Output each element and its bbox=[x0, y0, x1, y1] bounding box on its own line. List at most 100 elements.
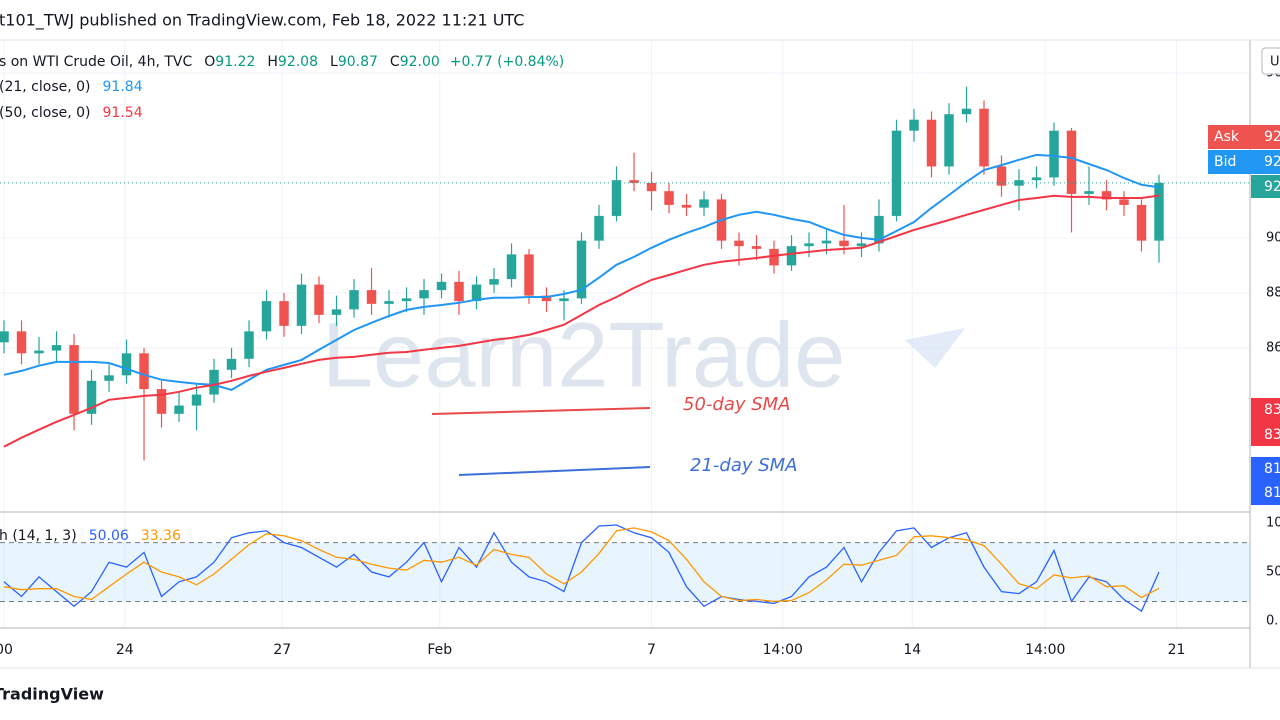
candle-body bbox=[664, 191, 674, 205]
candle-body bbox=[874, 215, 884, 244]
candle-body bbox=[541, 295, 552, 302]
stoch-value: 50.06 bbox=[89, 528, 129, 544]
symbol-legend: s on WTI Crude Oil, 4h, TVC O91.22 H92.08 L… bbox=[0, 54, 564, 70]
candle-body bbox=[961, 108, 972, 115]
candle-body bbox=[1084, 191, 1094, 194]
sma-line bbox=[3, 194, 1160, 448]
candle-body bbox=[699, 199, 709, 208]
ohlc-value: 90.87 bbox=[338, 54, 378, 70]
candle-body bbox=[296, 284, 307, 326]
x-tick-label: 00 bbox=[0, 642, 13, 658]
stoch-tick-label: 50 bbox=[1266, 565, 1280, 580]
candle-body bbox=[279, 301, 289, 326]
stoch-line bbox=[3, 524, 1160, 613]
candle-body bbox=[384, 301, 394, 304]
candle-body bbox=[1136, 204, 1147, 241]
candle-body bbox=[349, 290, 359, 310]
ohlc-value: 92.00 bbox=[400, 54, 440, 70]
candle-body bbox=[681, 204, 692, 208]
sma50-tag: 83 bbox=[1264, 402, 1280, 418]
ohlc-key: O bbox=[204, 54, 215, 70]
candle-body bbox=[261, 301, 272, 332]
sma21-tag: 81 bbox=[1264, 461, 1280, 477]
brand: TradingView bbox=[0, 685, 104, 704]
watermark-arrow bbox=[905, 328, 965, 368]
stoch-legend: h (14, 1, 3) 50.06 33.36 bbox=[0, 528, 181, 544]
candle-body bbox=[16, 331, 27, 354]
candle-body bbox=[244, 331, 254, 359]
candle-body bbox=[454, 281, 464, 302]
x-tick-label: 27 bbox=[273, 642, 291, 658]
sma-line bbox=[3, 153, 1160, 391]
candle-body bbox=[944, 114, 954, 167]
candle-body bbox=[1031, 177, 1042, 181]
price-tag-bg bbox=[1251, 175, 1280, 198]
x-tick-label: 24 bbox=[116, 642, 134, 658]
candle-body bbox=[576, 240, 587, 299]
candle-body bbox=[1154, 182, 1164, 241]
candle-body bbox=[69, 345, 79, 414]
x-tick-label: 21 bbox=[1168, 642, 1186, 658]
candle-body bbox=[506, 254, 517, 280]
candle-body bbox=[1049, 130, 1059, 178]
candle-body bbox=[1119, 199, 1129, 205]
ask-value: 92 bbox=[1264, 129, 1280, 145]
sma-name: (21, close, 0) bbox=[0, 79, 91, 95]
candle-body bbox=[769, 248, 779, 266]
publisher-line: t101_TWJ published on TradingView.com, F… bbox=[0, 11, 524, 31]
ohlc-value: 92.08 bbox=[278, 54, 318, 70]
candle-body bbox=[401, 298, 412, 302]
candle-body bbox=[366, 290, 377, 304]
candle-body bbox=[104, 375, 114, 381]
annotation-line bbox=[458, 466, 651, 476]
annotation: 50-day SMA bbox=[683, 394, 791, 415]
stoch-tick-label: 0. bbox=[1266, 614, 1278, 629]
y-tick-label: 86 bbox=[1266, 340, 1280, 355]
candle-body bbox=[926, 119, 937, 167]
candle-body bbox=[51, 345, 62, 351]
candle-body bbox=[1066, 130, 1077, 194]
candle-body bbox=[489, 279, 499, 285]
bid-label: Bid bbox=[1214, 154, 1236, 170]
candle-body bbox=[559, 298, 569, 302]
candle-body bbox=[996, 166, 1007, 186]
y-tick-label: 90 bbox=[1266, 230, 1280, 245]
candle-body bbox=[646, 182, 657, 192]
symbol: s on WTI Crude Oil, 4h, TVC bbox=[0, 54, 192, 70]
stoch-value: 33.36 bbox=[141, 528, 181, 544]
candle-body bbox=[209, 369, 219, 395]
candle-body bbox=[314, 284, 324, 315]
candle-body bbox=[1101, 191, 1112, 200]
candle-body bbox=[909, 119, 919, 131]
x-tick-label: Feb bbox=[427, 642, 452, 658]
ohlc-key: L bbox=[330, 54, 338, 70]
candle-body bbox=[174, 405, 184, 414]
stoch-pane: h (14, 1, 3) 50.06 33.36 bbox=[0, 524, 1250, 613]
price-pane: 50-day SMA 21-day SMA s on WTI Crude Oil, … bbox=[0, 54, 1250, 476]
sma-name: (50, close, 0) bbox=[0, 105, 91, 121]
candle-body bbox=[786, 246, 797, 266]
candle-body bbox=[734, 240, 744, 247]
candle-body bbox=[331, 309, 342, 315]
stoch-band bbox=[0, 542, 1250, 602]
price-tag-bg bbox=[1208, 125, 1280, 149]
change: +0.77 (+0.84%) bbox=[450, 54, 564, 70]
watermark-group: Learn2Trade bbox=[322, 304, 965, 406]
candle-body bbox=[139, 353, 149, 390]
scale-button-label: U bbox=[1270, 55, 1280, 70]
annotation-line bbox=[431, 407, 651, 415]
bid-value: 92 bbox=[1264, 154, 1280, 170]
price-tag-bg bbox=[1251, 398, 1280, 446]
candle-body bbox=[611, 180, 622, 216]
sma-value: 91.84 bbox=[103, 79, 143, 95]
x-tick-label: 14:00 bbox=[763, 642, 803, 658]
x-tick-label: 7 bbox=[647, 642, 656, 658]
candle-body bbox=[191, 394, 202, 406]
ohlc-value: 91.22 bbox=[215, 54, 255, 70]
ohlc-key: H bbox=[267, 54, 278, 70]
candle-body bbox=[0, 331, 9, 343]
candle-body bbox=[226, 358, 237, 370]
x-tick-label: 14:00 bbox=[1025, 642, 1065, 658]
candle-body bbox=[979, 108, 989, 167]
